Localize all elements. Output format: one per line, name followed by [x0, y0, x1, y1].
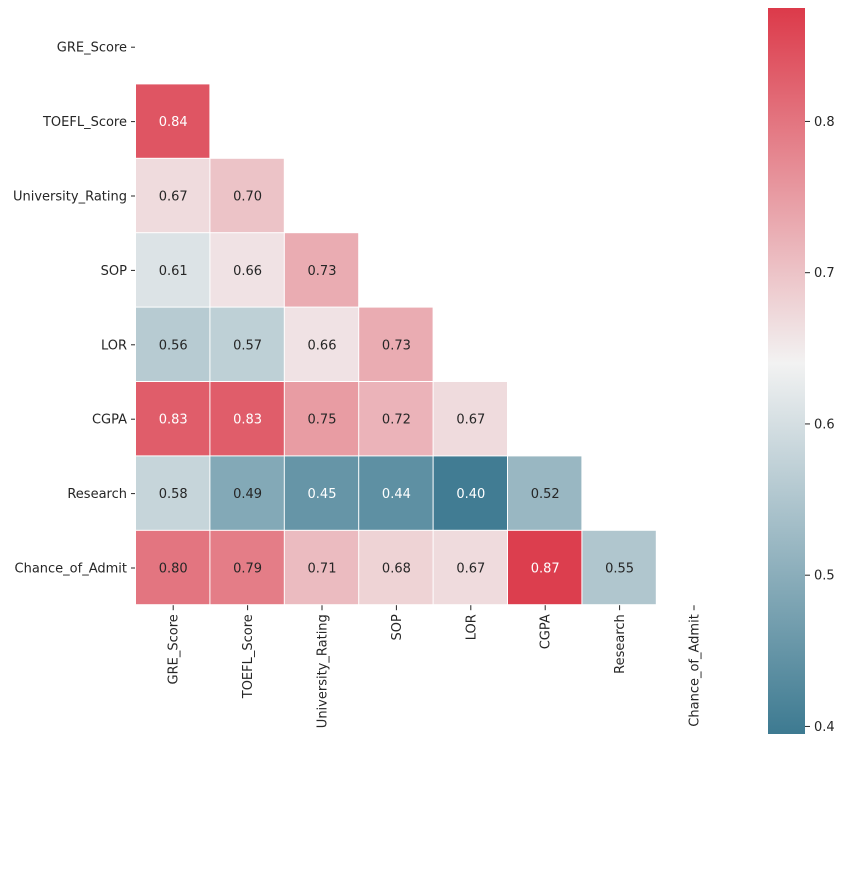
cell-value-label: 0.80 — [159, 562, 188, 577]
heatmap-cell — [508, 456, 582, 530]
cell-value-label: 0.56 — [159, 338, 188, 353]
colorbar-tick-label: 0.6 — [814, 417, 835, 432]
cell-value-label: 0.73 — [382, 338, 411, 353]
heatmap-cell — [433, 530, 507, 605]
cell-value-label: 0.67 — [456, 562, 485, 577]
heatmap-cell — [284, 307, 359, 381]
x-tick-label: CGPA — [539, 614, 554, 649]
colorbar-tick-label: 0.8 — [814, 115, 835, 130]
x-tick-label: Chance_of_Admit — [688, 614, 703, 727]
heatmap-cell — [284, 233, 359, 307]
x-tick-label: SOP — [390, 614, 405, 640]
y-tick-label: SOP — [101, 264, 127, 279]
heatmap-cell — [136, 456, 210, 530]
cell-value-label: 0.79 — [233, 562, 262, 577]
heatmap-cell — [284, 382, 359, 456]
heatmap-cell — [210, 233, 284, 307]
x-tick-label: TOEFL_Score — [241, 614, 256, 699]
x-tick-label: GRE_Score — [167, 614, 182, 684]
cell-value-label: 0.66 — [233, 264, 262, 279]
colorbar-tick-label: 0.5 — [814, 569, 835, 584]
heatmap-cell — [210, 456, 284, 530]
cell-value-label: 0.40 — [456, 487, 485, 502]
cell-value-label: 0.68 — [382, 562, 411, 577]
cell-value-label: 0.52 — [531, 487, 560, 502]
x-tick-label: LOR — [464, 614, 479, 640]
colorbar: 0.4 0.5 0.6 0.7 0.8 — [768, 8, 835, 735]
heatmap-cell — [284, 530, 359, 605]
heatmap-cell — [136, 84, 210, 158]
colorbar-gradient — [768, 8, 805, 734]
heatmap-cell — [582, 530, 656, 605]
cell-value-label: 0.45 — [308, 487, 337, 502]
cell-value-label: 0.55 — [605, 562, 634, 577]
cell-value-label: 0.61 — [159, 264, 188, 279]
x-tick-label: University_Rating — [316, 614, 331, 728]
cell-value-label: 0.73 — [308, 264, 337, 279]
y-tick-label: Research — [67, 487, 127, 502]
heatmap-cell — [136, 233, 210, 307]
y-tick-label: TOEFL_Score — [42, 115, 127, 130]
cell-value-label: 0.72 — [382, 413, 411, 428]
heatmap-cell — [284, 456, 359, 530]
cell-value-label: 0.84 — [159, 115, 188, 130]
heatmap-cell — [136, 382, 210, 456]
cell-value-label: 0.67 — [456, 413, 485, 428]
heatmap-cell — [210, 307, 284, 381]
colorbar-ticks: 0.4 0.5 0.6 0.7 0.8 — [805, 115, 835, 735]
cell-value-label: 0.66 — [308, 338, 337, 353]
cell-value-label: 0.49 — [233, 487, 262, 502]
heatmap-cell — [210, 382, 284, 456]
y-tick-label: LOR — [101, 338, 127, 353]
cell-value-label: 0.75 — [308, 413, 337, 428]
heatmap-cell — [508, 530, 582, 605]
colorbar-tick-label: 0.4 — [814, 720, 835, 735]
cell-value-label: 0.71 — [308, 562, 337, 577]
heatmap-cell — [433, 382, 507, 456]
heatmap-cell — [136, 307, 210, 381]
heatmap-cell — [136, 158, 210, 233]
heatmap-cell — [359, 456, 433, 530]
heatmap-cell — [210, 530, 284, 605]
heatmap-cell — [359, 530, 433, 605]
y-tick-label: CGPA — [92, 413, 127, 428]
cell-value-label: 0.58 — [159, 487, 188, 502]
heatmap-cell — [359, 382, 433, 456]
y-axis-ticks: GRE_Score TOEFL_Score University_Rating SOP… — [13, 41, 135, 577]
cell-value-label: 0.44 — [382, 487, 411, 502]
cell-value-label: 0.70 — [233, 190, 262, 205]
heatmap-cells: 0.84 0.67 0.70 0.61 0.66 0.73 0.56 0.57 0.66 0.73… — [136, 84, 656, 605]
heatmap-cell — [210, 158, 284, 233]
x-tick-label: Research — [613, 614, 628, 674]
cell-value-label: 0.57 — [233, 338, 262, 353]
y-tick-label: GRE_Score — [57, 41, 127, 56]
heatmap-cell — [433, 456, 507, 530]
y-tick-label: University_Rating — [13, 190, 127, 205]
heatmap-cell — [136, 530, 210, 605]
colorbar-tick-label: 0.7 — [814, 266, 835, 281]
cell-value-label: 0.87 — [531, 562, 560, 577]
x-axis-ticks: GRE_Score TOEFL_Score University_Rating SOP… — [167, 605, 703, 728]
cell-value-label: 0.67 — [159, 190, 188, 205]
y-tick-label: Chance_of_Admit — [15, 562, 128, 577]
cell-value-label: 0.83 — [233, 413, 262, 428]
heatmap-cell — [359, 307, 433, 381]
cell-value-label: 0.83 — [159, 413, 188, 428]
